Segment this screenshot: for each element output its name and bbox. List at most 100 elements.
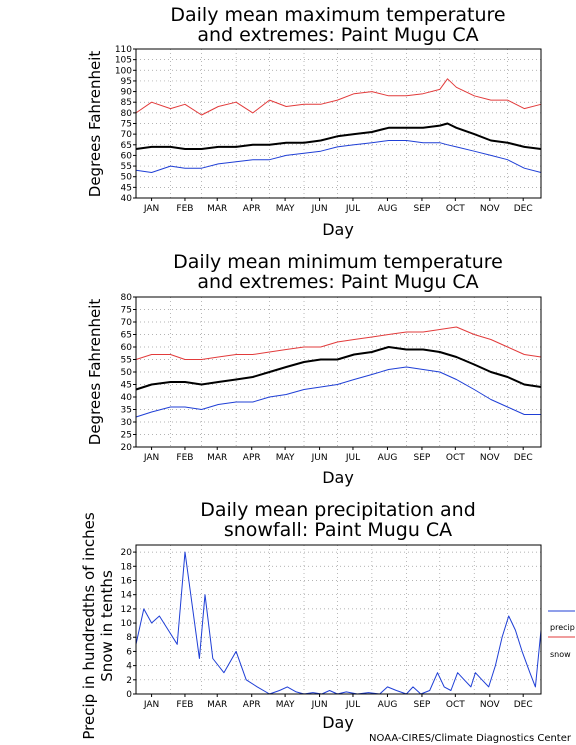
y-tick-label: 80	[121, 293, 133, 303]
x-tick-label: OCT	[446, 453, 465, 463]
y-tick-label: 30	[121, 418, 133, 428]
x-tick-label: APR	[243, 453, 261, 463]
y-tick-label: 25	[121, 431, 132, 441]
chart3-y-label-line2: Snow in tenths	[98, 570, 116, 682]
chart2-title-line1: Daily mean minimum temperature	[173, 251, 503, 273]
y-tick-label: 18	[121, 562, 133, 572]
y-tick-label: 6	[126, 647, 132, 657]
x-tick-label: FEB	[176, 700, 193, 710]
chart3-x-ticks: JAN FEB MAR APR MAY JUN JUL AUG SEP OCT NOV DEC	[143, 694, 533, 710]
series-line-extreme_high	[135, 78, 542, 116]
chart3-frame	[135, 544, 542, 695]
x-tick-label: SEP	[414, 204, 431, 214]
y-tick-label: 50	[121, 368, 133, 378]
x-tick-label: JAN	[143, 700, 159, 710]
x-tick-label: JUN	[311, 453, 328, 463]
y-tick-label: 60	[121, 343, 133, 353]
y-tick-label: 85	[121, 98, 132, 108]
y-tick-label: 10	[121, 619, 133, 629]
x-tick-label: JUN	[311, 204, 328, 214]
chart2-x-label: Day	[322, 468, 354, 487]
x-tick-label: NOV	[480, 204, 501, 214]
chart3-title-line2: snowfall: Paint Mugu CA	[224, 519, 452, 541]
y-tick-label: 4	[126, 662, 132, 672]
y-tick-label: 40	[121, 393, 133, 403]
series-line-mean	[135, 122, 542, 150]
y-tick-label: 14	[121, 591, 133, 601]
chart-precipitation: Daily mean precipitation and snowfall: P…	[80, 499, 575, 740]
chart3-x-label: Day	[322, 713, 354, 732]
x-tick-label: SEP	[414, 700, 431, 710]
y-tick-label: 16	[121, 576, 133, 586]
y-tick-label: 75	[121, 306, 132, 316]
x-tick-label: MAR	[207, 700, 227, 710]
y-tick-label: 12	[121, 605, 132, 615]
x-tick-label: AUG	[378, 700, 398, 710]
y-tick-label: 70	[121, 130, 133, 140]
x-tick-label: JUL	[345, 453, 360, 463]
x-tick-label: JUL	[345, 204, 360, 214]
x-tick-label: MAR	[207, 453, 227, 463]
x-tick-label: DEC	[514, 700, 533, 710]
chart1-x-ticks: JAN FEB MAR APR MAY JUN JUL AUG SEP OCT NOV DEC	[143, 198, 533, 214]
x-tick-label: APR	[243, 700, 261, 710]
y-tick-label: 45	[121, 381, 132, 391]
series-line-mean	[135, 346, 542, 391]
y-tick-label: 2	[126, 676, 132, 686]
y-tick-label: 0	[126, 690, 132, 700]
chart2-x-ticks: JAN FEB MAR APR MAY JUN JUL AUG SEP OCT NOV DEC	[143, 447, 533, 463]
x-tick-label: OCT	[446, 204, 465, 214]
legend-precip-label: precip	[550, 623, 575, 632]
y-tick-label: 20	[121, 443, 133, 453]
y-tick-label: 110	[115, 45, 132, 55]
x-tick-label: AUG	[378, 453, 398, 463]
y-tick-label: 65	[121, 331, 132, 341]
series-line-extreme_high	[135, 326, 542, 360]
credit-text: NOAA-CIRES/Climate Diagnostics Center	[369, 733, 572, 744]
chart1-series	[135, 78, 542, 173]
x-tick-label: JAN	[143, 453, 159, 463]
chart1-x-label: Day	[322, 220, 354, 239]
x-tick-label: MAY	[276, 700, 295, 710]
x-tick-label: DEC	[514, 204, 533, 214]
y-tick-label: 20	[121, 548, 133, 558]
chart3-y-ticks: 0 2 4 6 8 10 12 14 16 18 20	[121, 548, 136, 700]
chart2-title-line2: and extremes: Paint Mugu CA	[197, 271, 478, 293]
y-tick-label: 55	[121, 162, 132, 172]
x-tick-label: SEP	[414, 453, 431, 463]
chart3-grid	[136, 545, 541, 694]
chart1-y-label: Degrees Fahrenheit	[86, 51, 104, 198]
x-tick-label: FEB	[176, 453, 193, 463]
y-tick-label: 80	[121, 109, 133, 119]
x-tick-label: NOV	[480, 453, 501, 463]
chart1-grid	[136, 49, 541, 198]
x-tick-label: MAR	[207, 204, 227, 214]
x-tick-label: OCT	[446, 700, 465, 710]
x-tick-label: NOV	[480, 700, 501, 710]
chart3-y-label-line1: Precip in hundredths of inches	[80, 512, 98, 739]
y-tick-label: 45	[121, 183, 132, 193]
y-tick-label: 35	[121, 406, 132, 416]
y-tick-label: 75	[121, 120, 132, 130]
chart2-y-label: Degrees Fahrenheit	[86, 299, 104, 446]
chart3-title-line1: Daily mean precipitation and	[200, 499, 476, 521]
chart1-title-line1: Daily mean maximum temperature	[170, 4, 505, 26]
chart1-title-line2: and extremes: Paint Mugu CA	[197, 24, 478, 46]
chart-min-temperature: Daily mean minimum temperature and extre…	[86, 251, 542, 487]
x-tick-label: JUN	[311, 700, 328, 710]
chart2-series	[135, 326, 542, 418]
chart2-y-ticks: 20 25 30 35 40 45 50 55 60 65 70 75 80	[121, 293, 136, 453]
x-tick-label: AUG	[378, 204, 398, 214]
series-line-extreme_low	[135, 140, 542, 173]
x-tick-label: JUL	[345, 700, 360, 710]
x-tick-label: FEB	[176, 204, 193, 214]
y-tick-label: 90	[121, 88, 133, 98]
chart-max-temperature: Daily mean maximum temperature and extre…	[86, 4, 542, 239]
legend-snow-label: snow	[550, 650, 571, 659]
y-tick-label: 100	[115, 66, 132, 76]
x-tick-label: MAY	[276, 204, 295, 214]
chart3-legend: precip snow	[548, 610, 575, 659]
y-tick-label: 95	[121, 77, 132, 87]
